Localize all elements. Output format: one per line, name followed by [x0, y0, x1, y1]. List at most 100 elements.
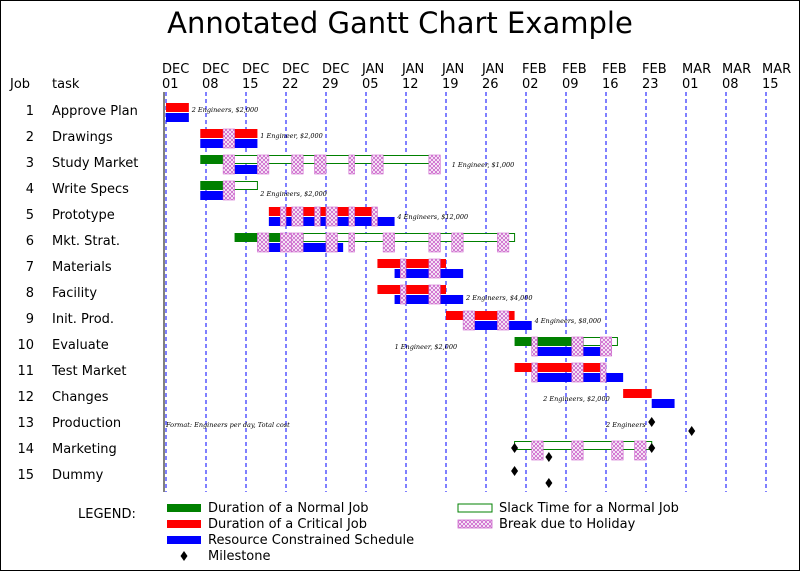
job-number: 14 [17, 442, 34, 457]
resource-schedule-bar [531, 347, 601, 356]
job-annotation: 2 Engineers [605, 421, 646, 429]
task-label: Facility [52, 286, 97, 301]
holiday-break [348, 154, 355, 175]
slack-bar [222, 155, 436, 164]
job-annotation: 2 Engineers, $2,000 [191, 106, 259, 114]
job-number: 2 [26, 130, 34, 145]
job-annotation: 2 Engineers, $2,000 [259, 190, 327, 198]
tick-label-day: 01 [682, 77, 699, 92]
tick-label-month: DEC [162, 62, 189, 77]
holiday-break [428, 232, 441, 253]
task-label: Drawings [52, 130, 113, 145]
holiday-break [497, 310, 510, 331]
task-label: Dummy [52, 468, 104, 483]
holiday-break [497, 232, 510, 253]
tick-label-day: 22 [282, 77, 299, 92]
critical-duration-bar [514, 363, 601, 372]
job-number: 12 [17, 390, 34, 405]
tick-label-month: MAR [722, 62, 751, 77]
holiday-break [531, 336, 538, 357]
resource-schedule-bar [268, 243, 344, 252]
holiday-break [428, 154, 441, 175]
resource-schedule-bar [166, 113, 189, 122]
tick-label-day: 09 [562, 77, 579, 92]
holiday-break [599, 336, 613, 357]
job-number: 9 [26, 312, 34, 327]
job-number: 10 [17, 338, 34, 353]
legend-swatch-normal [167, 504, 201, 512]
holiday-break [462, 310, 475, 331]
critical-duration-bar [268, 207, 378, 216]
tick-label-month: DEC [202, 62, 229, 77]
holiday-break [634, 440, 647, 461]
tick-label-day: 08 [722, 77, 739, 92]
legend-label: Milestone [208, 549, 271, 564]
tick-label-month: FEB [522, 62, 547, 77]
chart-title: Annotated Gantt Chart Example [167, 6, 633, 40]
tick-label-month: DEC [242, 62, 269, 77]
job-number: 1 [26, 104, 34, 119]
tick-label-day: 02 [522, 77, 539, 92]
legend-label: Slack Time for a Normal Job [499, 501, 679, 516]
tick-label-month: FEB [642, 62, 667, 77]
holiday-break [257, 232, 270, 253]
holiday-break [399, 284, 407, 305]
holiday-break [531, 440, 544, 461]
task-label: Write Specs [52, 182, 129, 197]
tick-label-month: DEC [282, 62, 309, 77]
tick-label-day: 15 [762, 77, 779, 92]
holiday-break [571, 362, 584, 383]
job-annotation: 2 Engineers, $2,000 [542, 395, 610, 403]
job-annotation: 1 Engineer, $1,000 [452, 161, 515, 169]
format-footnote: Format: Engineers per day, Total cost [165, 421, 290, 429]
holiday-break [222, 154, 235, 175]
job-number: 15 [17, 468, 34, 483]
legend-label: Resource Constrained Schedule [208, 533, 414, 548]
holiday-break [222, 180, 235, 201]
tick-label-month: FEB [562, 62, 587, 77]
milestone-marker [511, 443, 519, 453]
legend-label: Duration of a Critical Job [208, 517, 367, 532]
milestone-marker [545, 452, 553, 462]
job-annotation: 2 Engineers, $4,000 [465, 294, 533, 302]
holiday-break [531, 362, 538, 383]
tick-label-day: 01 [162, 77, 179, 92]
task-label: Prototype [52, 208, 115, 223]
task-label: Approve Plan [52, 104, 138, 119]
holiday-break [314, 206, 321, 227]
job-number: 5 [26, 208, 34, 223]
holiday-break [291, 232, 304, 253]
job-annotation: 4 Engineers, $12,000 [396, 213, 468, 221]
task-label: Marketing [52, 442, 117, 457]
legend-swatch-holiday [457, 519, 493, 529]
tick-label-day: 08 [202, 77, 219, 92]
milestone-marker [545, 478, 553, 488]
holiday-break [291, 206, 304, 227]
resource-schedule-bar [200, 191, 224, 200]
resource-schedule-bar [651, 399, 675, 408]
milestone-marker [688, 426, 696, 436]
legend-label: Duration of a Normal Job [208, 501, 369, 516]
holiday-break [325, 232, 338, 253]
legend-heading: LEGEND: [78, 507, 136, 522]
task-label: Materials [52, 260, 112, 275]
milestone-marker [648, 443, 656, 453]
tick-label-month: MAR [762, 62, 791, 77]
legend-swatch-milestone [180, 551, 188, 561]
holiday-break [291, 154, 304, 175]
job-number: 3 [26, 156, 34, 171]
legend-swatch-critical [167, 520, 201, 528]
task-label: Mkt. Strat. [52, 234, 120, 249]
task-label: Changes [52, 390, 109, 405]
tick-label-day: 12 [402, 77, 419, 92]
legend: LEGEND: Duration of a Normal JobDuration… [78, 501, 679, 564]
holiday-break [257, 154, 270, 175]
task-label: Init. Prod. [52, 312, 114, 327]
tick-label-day: 15 [242, 77, 259, 92]
critical-duration-bar [166, 103, 189, 112]
holiday-break [571, 336, 584, 357]
legend-label: Break due to Holiday [499, 517, 636, 532]
holiday-break [428, 258, 441, 279]
task-column-header: task [52, 77, 80, 92]
job-number: 6 [26, 234, 34, 249]
